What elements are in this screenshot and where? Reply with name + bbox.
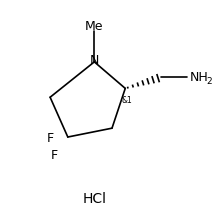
Text: Me: Me [85,20,103,33]
Text: F: F [46,132,54,145]
Text: F: F [51,149,58,162]
Text: NH: NH [189,71,208,84]
Text: &1: &1 [122,96,133,105]
Text: HCl: HCl [82,192,106,206]
Text: N: N [90,54,99,67]
Text: 2: 2 [206,77,211,86]
